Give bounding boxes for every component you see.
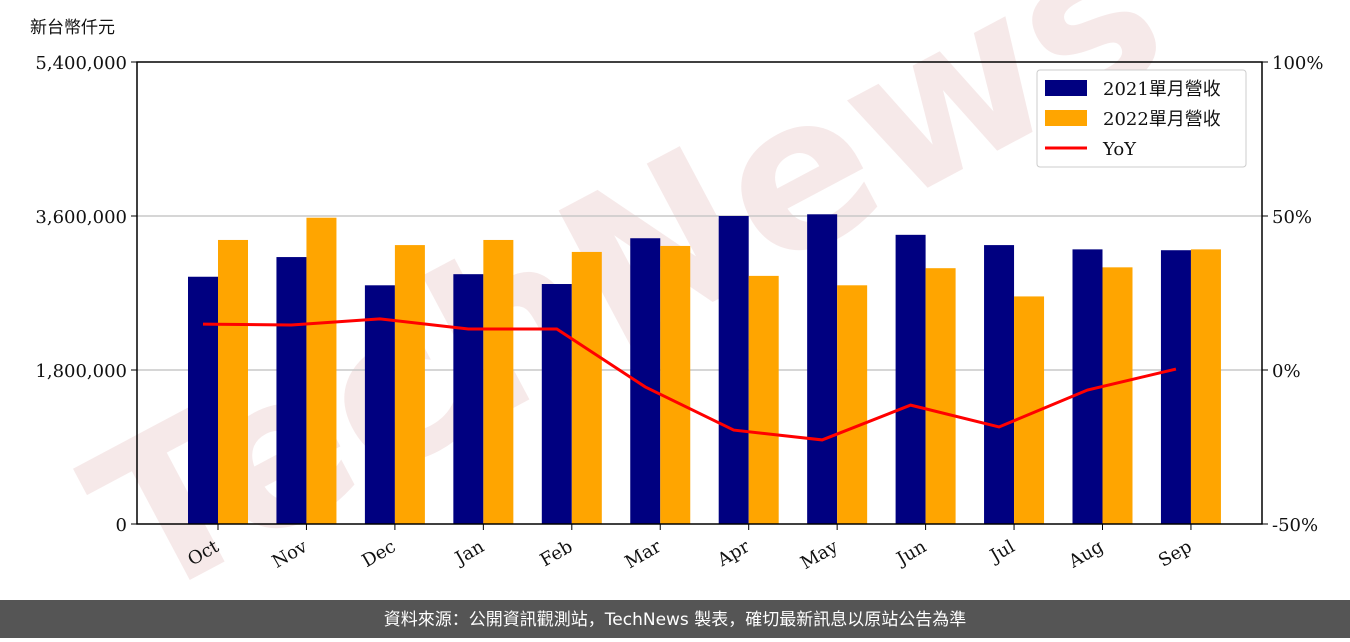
yoy-line <box>202 317 1177 442</box>
bar <box>1190 249 1221 524</box>
bar <box>1102 267 1133 524</box>
x-tick-label: Sep <box>1155 536 1195 571</box>
y2-tick-label: 0% <box>1272 361 1301 382</box>
legend-swatch <box>1045 80 1087 96</box>
bar <box>306 217 337 524</box>
x-tick-label: Jul <box>985 536 1019 568</box>
legend-swatch <box>1045 110 1087 126</box>
bar <box>541 284 572 524</box>
y2-tick-label: 50% <box>1272 207 1312 228</box>
bar <box>807 214 838 525</box>
bar <box>895 234 926 525</box>
x-tick-label: May <box>797 536 842 574</box>
x-tick-label: Jun <box>892 536 931 571</box>
x-tick-label: Mar <box>622 536 666 573</box>
footer: 資料來源：公開資訊觀測站，TechNews 製表，確切最新訊息以原站公告為準 <box>384 610 966 630</box>
bar <box>571 251 602 524</box>
y-tick-label: 0 <box>116 515 127 536</box>
bar <box>394 245 425 525</box>
x-tick-label: Feb <box>537 536 577 571</box>
bar <box>984 245 1015 525</box>
bar <box>925 268 956 524</box>
y-tick-label: 5,400,000 <box>35 53 127 74</box>
bar <box>718 216 749 524</box>
y2-tick-label: 100% <box>1272 53 1323 74</box>
bar <box>1160 250 1191 524</box>
y2-tick-label: -50% <box>1272 515 1318 536</box>
y-tick-label: 1,800,000 <box>35 361 127 382</box>
plot-frame <box>136 61 1263 525</box>
bar <box>483 239 514 524</box>
bar <box>837 285 868 524</box>
bar <box>364 285 395 524</box>
bar <box>276 257 307 524</box>
x-tick-label: Aug <box>1064 536 1107 573</box>
bar <box>218 239 248 524</box>
bar <box>453 274 484 524</box>
legend-label: YoY <box>1102 139 1137 160</box>
footer-bar <box>0 600 1350 638</box>
legend-box <box>1036 69 1247 168</box>
y-axis-label: 新台幣仟元 <box>30 18 115 38</box>
bar <box>748 275 779 524</box>
legend-label: 2021單月營收 <box>1103 79 1221 100</box>
bar <box>660 245 691 524</box>
x-tick-label: Apr <box>713 536 753 571</box>
legend-label: 2022單月營收 <box>1103 109 1221 130</box>
y-tick-label: 3,600,000 <box>35 207 127 228</box>
bar <box>188 276 218 524</box>
x-tick-label: Jan <box>450 536 488 570</box>
